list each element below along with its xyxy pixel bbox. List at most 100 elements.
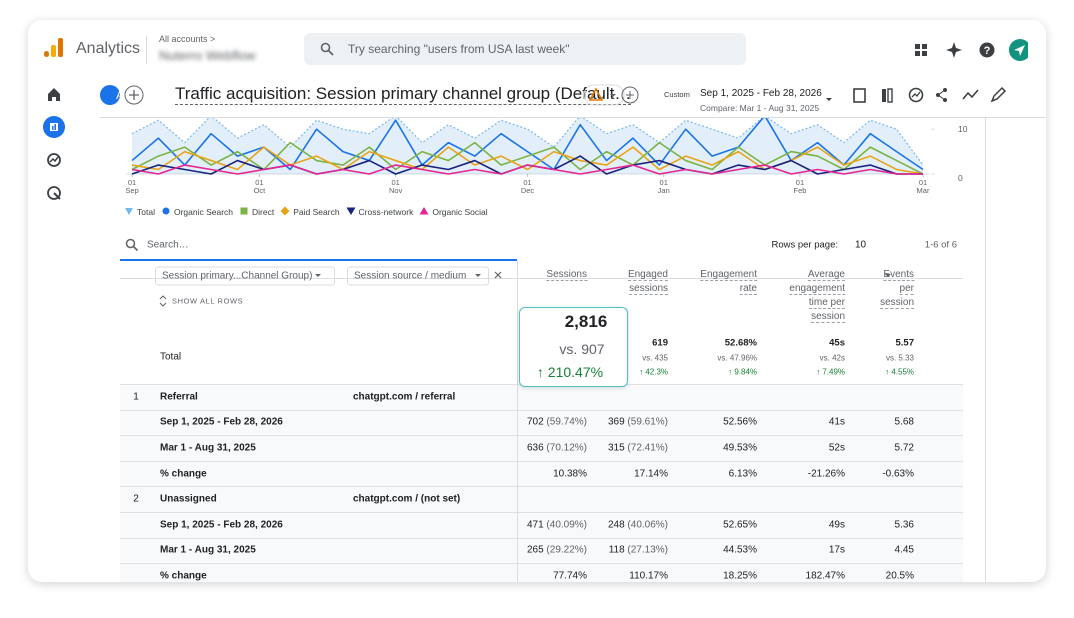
- row-index: 1: [133, 391, 139, 403]
- sub-row-label: % change: [160, 468, 207, 480]
- legend-label: Organic Social: [432, 207, 488, 217]
- x-tick-month: Dec: [521, 186, 535, 195]
- series-line: [131, 164, 923, 175]
- cell-share: (70.12%): [546, 442, 587, 454]
- cell: 110.17%: [629, 570, 668, 582]
- x-tick-month: Mar: [917, 186, 930, 195]
- table-search-icon: [125, 238, 139, 252]
- column-header[interactable]: session: [880, 296, 914, 310]
- total-compare: vs. 5.33: [885, 353, 914, 363]
- total-label: Total: [160, 351, 182, 363]
- sub-row: [120, 409, 963, 436]
- cell: 52.56%: [723, 416, 757, 428]
- column-header[interactable]: Engagement: [700, 268, 757, 282]
- source-medium: chatgpt.com / referral: [353, 391, 456, 403]
- cell: 5.36: [894, 519, 914, 531]
- cell: -0.63%: [882, 468, 914, 480]
- cell: 4.45: [894, 544, 914, 556]
- property-name[interactable]: Nuterro Webflow: [159, 48, 256, 63]
- x-tick-day: 01: [255, 178, 263, 187]
- cell: 702 (59.74%): [527, 417, 587, 428]
- cell: 10.38%: [553, 468, 587, 480]
- legend-label: Organic Search: [173, 207, 234, 217]
- total-compare: vs. 435: [642, 353, 668, 363]
- cell: 182.47%: [805, 570, 845, 582]
- report-toolbar[interactable]: [824, 84, 1014, 108]
- total-compare: vs. 42s: [819, 353, 845, 363]
- cell: 77.74%: [553, 570, 587, 582]
- table-search[interactable]: Search…: [147, 239, 189, 251]
- dimension-picker[interactable]: Session primary...Channel Group): [155, 266, 336, 286]
- header-text: Sessions: [546, 269, 587, 281]
- column-header[interactable]: sessions: [629, 282, 668, 296]
- show-all-rows[interactable]: SHOW ALL ROWS: [172, 296, 244, 306]
- cell: 52.65%: [723, 519, 757, 531]
- x-tick-month: Oct: [254, 186, 267, 195]
- title-actions[interactable]: [584, 84, 640, 106]
- sub-row: [120, 460, 963, 487]
- search-underline: [120, 259, 517, 261]
- cell-share: (40.06%): [627, 519, 668, 531]
- total-change: ↑ 42.3%: [639, 367, 668, 377]
- report-title[interactable]: Traffic acquisition: Session primary cha…: [175, 84, 632, 105]
- total-change: ↑ 4.55%: [885, 367, 914, 377]
- legend-item[interactable]: Total: [124, 207, 155, 217]
- column-header[interactable]: Engaged: [627, 268, 668, 282]
- cell: 6.13%: [728, 468, 757, 480]
- date-range[interactable]: Sep 1, 2025 - Feb 28, 2026: [700, 88, 822, 99]
- column-header[interactable]: Sessions: [546, 268, 587, 282]
- header-text: engagement: [789, 283, 845, 295]
- x-tick-month: Nov: [389, 186, 403, 195]
- source-medium: chatgpt.com / (not set): [353, 493, 461, 505]
- legend-item[interactable]: Paid Search: [280, 206, 340, 217]
- nav-icons[interactable]: [42, 84, 66, 224]
- legend-item[interactable]: Direct: [239, 207, 274, 217]
- toolbar-icons[interactable]: ?: [908, 39, 1028, 61]
- legend-label: Paid Search: [293, 207, 340, 217]
- column-header[interactable]: session: [811, 310, 845, 324]
- channel[interactable]: Referral: [160, 391, 198, 403]
- report-content: 0 10 01 Sep 01 Oct 01 Nov 01 Dec 01 Jan 01 Feb 01 Mar T…: [100, 118, 986, 582]
- cell: 44.53%: [723, 544, 757, 556]
- cell-value: 265: [526, 544, 544, 556]
- header-text: session: [880, 297, 914, 309]
- comparison-chips[interactable]: [100, 84, 150, 108]
- y-tick-label: 10: [958, 124, 968, 134]
- cell: 5.72: [894, 442, 914, 454]
- search-box[interactable]: Try searching "users from USA last week": [304, 33, 746, 65]
- cell: 17.14%: [634, 468, 668, 480]
- breadcrumb[interactable]: All accounts >: [159, 34, 216, 44]
- column-header[interactable]: Average: [807, 268, 845, 282]
- compare-range[interactable]: Compare: Mar 1 - Aug 31, 2025: [700, 103, 820, 113]
- series-line: [131, 118, 924, 166]
- y-tick-label: 0: [958, 173, 963, 183]
- column-header[interactable]: time per: [808, 296, 845, 310]
- dimension-picker[interactable]: Session source / medium: [347, 266, 490, 286]
- search-placeholder: Try searching "users from USA last week": [348, 42, 570, 56]
- sub-row-label: Mar 1 - Aug 31, 2025: [160, 442, 256, 454]
- total-value: 52.68%: [724, 337, 757, 349]
- legend-item[interactable]: Organic Search: [161, 207, 233, 217]
- legend-label: Cross-network: [358, 207, 414, 217]
- legend-item[interactable]: Cross-network: [346, 207, 414, 217]
- x-tick-day: 01: [919, 178, 927, 187]
- rows-per-page[interactable]: 10: [855, 239, 867, 251]
- column-header[interactable]: rate: [739, 282, 757, 296]
- total-change: ↑ 9.84%: [728, 367, 757, 377]
- total-value: 45s: [829, 337, 845, 349]
- group-row: [120, 384, 963, 410]
- total-change: ↑ 210.47%: [536, 364, 604, 380]
- column-header[interactable]: Events: [883, 268, 914, 282]
- date-type: Custom: [664, 90, 690, 99]
- column-header[interactable]: per: [899, 282, 914, 296]
- column-header[interactable]: engagement: [789, 282, 845, 296]
- avatar-letter: A: [115, 88, 124, 102]
- x-tick-day: 01: [391, 178, 399, 187]
- channel[interactable]: Unassigned: [160, 493, 217, 505]
- cell: 636 (70.12%): [527, 443, 587, 454]
- legend-item[interactable]: Organic Social: [419, 207, 488, 217]
- cell: 20.5%: [885, 570, 914, 582]
- table-top-border: [120, 278, 963, 279]
- total-compare: vs. 907: [559, 341, 605, 357]
- cell-value: 702: [526, 416, 544, 428]
